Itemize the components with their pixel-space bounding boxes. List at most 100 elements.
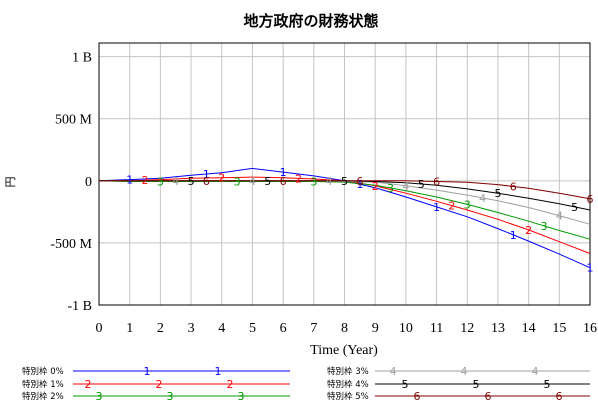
series-4-marker: 4 bbox=[326, 175, 333, 188]
x-tick-label: 0 bbox=[96, 321, 103, 336]
x-tick-label: 13 bbox=[491, 321, 505, 336]
x-tick-labels: 0 1 2 3 4 5 6 7 8 9 10 11 12 13 14 15 16 bbox=[96, 321, 598, 336]
legend-label: 特別枠 4% bbox=[327, 379, 369, 390]
plot-frame bbox=[98, 42, 591, 306]
legend-label: 特別枠 3% bbox=[327, 366, 369, 377]
series-5-marker: 5 bbox=[188, 175, 195, 188]
y-tick-labels: 1 B 500 M 0 -500 M -1 B bbox=[50, 51, 92, 314]
series-1-marker: 1 bbox=[356, 178, 363, 191]
series-3-marker: 3 bbox=[157, 175, 164, 188]
series-3-line bbox=[98, 180, 591, 240]
x-tick-label: 8 bbox=[341, 321, 348, 336]
series-6-marker: 6 bbox=[280, 175, 287, 188]
legend-item-1: 特別枠 0% 1 1 bbox=[22, 365, 290, 378]
legend-marker: 4 bbox=[390, 365, 397, 378]
series-6-marker: 6 bbox=[587, 193, 594, 206]
series-3-marker: 3 bbox=[234, 175, 241, 188]
series-2-marker: 2 bbox=[372, 180, 379, 193]
x-axis-label: Time (Year) bbox=[310, 343, 378, 358]
legend-item-2: 特別枠 1% 2 2 2 bbox=[22, 378, 290, 391]
series-5-marker: 5 bbox=[418, 178, 425, 191]
series-1-marker: 1 bbox=[433, 201, 440, 214]
series-6-marker: 6 bbox=[510, 180, 517, 193]
legend-marker: 3 bbox=[167, 390, 174, 403]
series-2-marker: 2 bbox=[218, 172, 225, 185]
series-5-marker: 5 bbox=[571, 201, 578, 214]
legend-marker: 2 bbox=[227, 378, 234, 391]
legend-item-3: 特別枠 2% 3 3 3 bbox=[22, 390, 290, 403]
x-tick-label: 6 bbox=[280, 321, 287, 336]
series-2-marker: 2 bbox=[142, 174, 149, 187]
legend-marker: 5 bbox=[544, 378, 551, 391]
legend-marker: 2 bbox=[156, 378, 163, 391]
y-tick-label: 500 M bbox=[55, 113, 93, 128]
series-1-marker: 1 bbox=[587, 262, 594, 275]
series-3-marker: 3 bbox=[540, 220, 547, 233]
series-4-marker: 4 bbox=[249, 175, 256, 188]
legend-marker: 3 bbox=[96, 390, 103, 403]
legend-marker: 1 bbox=[144, 365, 151, 378]
x-tick-label: 10 bbox=[399, 321, 413, 336]
series-3-marker: 3 bbox=[387, 182, 394, 195]
x-tick-label: 12 bbox=[460, 321, 474, 336]
y-axis-label: 円 bbox=[4, 177, 17, 188]
x-tick-label: 14 bbox=[522, 321, 536, 336]
series-4-marker: 4 bbox=[402, 180, 409, 193]
series-lines bbox=[98, 167, 591, 269]
legend-label: 特別枠 1% bbox=[22, 379, 64, 390]
y-tick-label: 1 B bbox=[72, 51, 92, 66]
legend-marker: 4 bbox=[532, 365, 539, 378]
legend-marker: 5 bbox=[473, 378, 480, 391]
legend-item-4: 特別枠 3% 4 4 4 bbox=[327, 365, 590, 378]
x-tick-label: 9 bbox=[372, 321, 379, 336]
x-tick-label: 3 bbox=[188, 321, 195, 336]
series-4-marker: 4 bbox=[556, 210, 563, 223]
series-1-marker: 1 bbox=[510, 229, 517, 242]
series-1-marker: 1 bbox=[280, 166, 287, 179]
series-5-marker: 5 bbox=[264, 175, 271, 188]
x-tick-label: 15 bbox=[552, 321, 566, 336]
x-tick-label: 7 bbox=[310, 321, 317, 336]
legend-marker: 3 bbox=[238, 390, 245, 403]
x-tick-label: 2 bbox=[157, 321, 164, 336]
x-tick-label: 11 bbox=[430, 321, 443, 336]
y-tick-label: -500 M bbox=[50, 237, 92, 252]
legend-item-5: 特別枠 4% 5 5 5 bbox=[327, 378, 590, 391]
series-3-marker: 3 bbox=[464, 198, 471, 211]
series-2-marker: 2 bbox=[295, 172, 302, 185]
series-5-marker: 5 bbox=[494, 187, 501, 200]
x-tick-label: 5 bbox=[249, 321, 256, 336]
chart-title: 地方政府の財務状態 bbox=[243, 12, 378, 30]
series-6-line bbox=[99, 180, 591, 200]
legend-marker: 2 bbox=[85, 378, 92, 391]
series-1-marker: 1 bbox=[126, 174, 133, 187]
legend-label: 特別枠 5% bbox=[327, 391, 369, 402]
legend-marker: 6 bbox=[556, 390, 563, 403]
legend-marker: 5 bbox=[402, 378, 409, 391]
series-5-marker: 5 bbox=[341, 175, 348, 188]
legend-label: 特別枠 2% bbox=[22, 391, 64, 402]
series-4-marker: 4 bbox=[172, 175, 179, 188]
legend-label: 特別枠 0% bbox=[22, 366, 64, 377]
series-6-marker: 6 bbox=[203, 175, 210, 188]
legend-marker: 4 bbox=[461, 365, 468, 378]
legend-marker: 6 bbox=[485, 390, 492, 403]
series-4-marker: 4 bbox=[479, 192, 486, 205]
legend-marker: 6 bbox=[414, 390, 421, 403]
legend-item-6: 特別枠 5% 6 6 6 bbox=[327, 390, 590, 403]
x-tick-label: 16 bbox=[583, 321, 597, 336]
series-6-marker: 6 bbox=[356, 175, 363, 188]
series-3-marker: 3 bbox=[310, 175, 317, 188]
legend-marker: 1 bbox=[215, 365, 222, 378]
series-6-marker: 6 bbox=[433, 175, 440, 188]
series-2-marker: 2 bbox=[525, 224, 532, 237]
y-tick-label: -1 B bbox=[68, 299, 93, 314]
series-2-marker: 2 bbox=[448, 200, 455, 213]
x-tick-label: 1 bbox=[126, 321, 133, 336]
x-tick-label: 4 bbox=[218, 321, 225, 336]
y-tick-label: 0 bbox=[85, 175, 92, 190]
series-1-marker: 1 bbox=[203, 168, 210, 181]
